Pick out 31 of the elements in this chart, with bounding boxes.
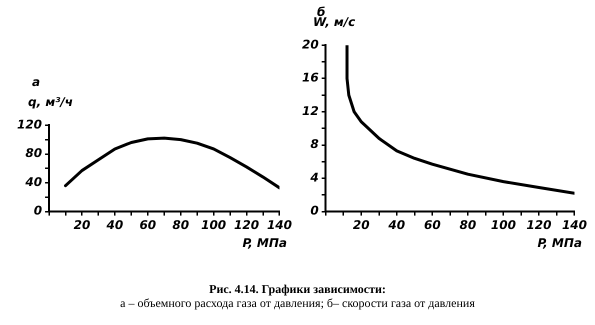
chart-title: а [32, 75, 40, 89]
y-tick-label: 4 [309, 170, 319, 184]
x-tick-label: 100 [490, 218, 516, 232]
y-tick-label: 20 [302, 37, 319, 52]
x-tick-label: 60 [139, 218, 156, 232]
y-tick-label: 12 [302, 104, 319, 118]
x-tick-label: 100 [201, 218, 226, 232]
y-tick-label: 80 [25, 146, 42, 160]
x-tick-label: 120 [234, 218, 260, 232]
text: Рис. 4.14. Графики зависимости: [208, 282, 387, 296]
y-tick-label: 8 [310, 137, 319, 152]
x-tick-label: 140 [562, 218, 588, 232]
x-axis-title: P, МПа [537, 236, 582, 250]
x-tick-label: 60 [424, 218, 441, 232]
y-tick-label: 16 [302, 70, 319, 85]
x-axis-title: P, МПа [242, 236, 287, 250]
x-tick-label: 20 [74, 218, 90, 232]
y-tick-label: 0 [34, 204, 42, 218]
x-tick-label: 40 [387, 218, 406, 232]
x-tick-label: 40 [106, 218, 124, 232]
x-tick-label: 80 [460, 218, 476, 232]
y-axis-title: W, м/с [313, 15, 356, 29]
x-tick-label: 20 [352, 218, 370, 232]
y-tick-label: 0 [310, 204, 319, 218]
x-tick-label: 120 [526, 218, 552, 232]
x-tick-label: 80 [172, 218, 190, 232]
text: а – объемного расхода газа от давления; б– скорости газа от давления [119, 296, 476, 310]
x-tick-label: 140 [266, 218, 292, 232]
y-axis-title: q, м³/ч [28, 95, 74, 109]
y-tick-label: 120 [16, 117, 42, 132]
y-tick-label: 40 [24, 174, 42, 189]
